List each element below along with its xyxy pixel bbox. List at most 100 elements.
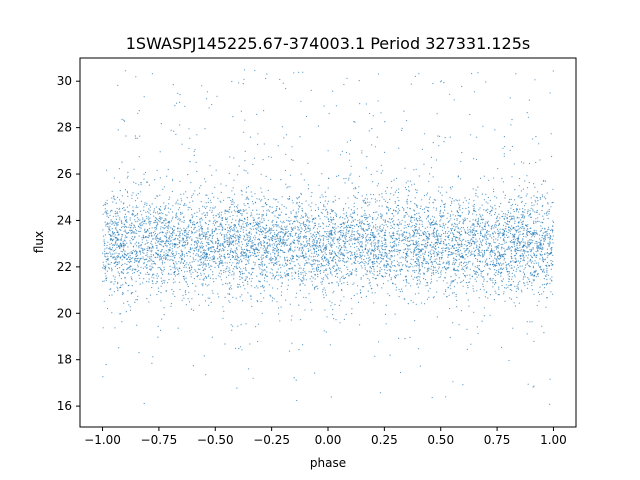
data-point <box>313 270 315 273</box>
data-point <box>230 249 232 252</box>
data-point <box>245 198 247 200</box>
data-point <box>107 255 109 257</box>
data-point <box>453 218 456 220</box>
data-point <box>487 247 489 249</box>
data-point <box>544 213 546 215</box>
data-point <box>143 206 145 208</box>
data-point <box>383 256 385 258</box>
data-point <box>546 192 548 194</box>
data-point <box>290 226 292 229</box>
data-point <box>134 260 136 262</box>
data-point <box>209 251 212 253</box>
data-point <box>165 214 167 216</box>
data-point <box>516 209 518 211</box>
data-point <box>440 209 442 211</box>
data-point <box>277 233 279 235</box>
data-point <box>239 218 241 220</box>
data-point <box>160 292 162 294</box>
data-point <box>417 263 419 265</box>
data-point <box>329 236 331 238</box>
data-point <box>136 324 138 326</box>
data-point <box>258 198 260 200</box>
data-point <box>318 266 320 269</box>
data-point <box>163 251 165 253</box>
data-point <box>393 269 395 272</box>
data-point <box>388 218 391 220</box>
data-point <box>376 170 378 172</box>
data-point <box>546 262 549 264</box>
data-point <box>297 198 299 200</box>
data-point <box>350 173 352 175</box>
data-point <box>514 276 516 278</box>
data-point <box>254 193 256 195</box>
data-point <box>368 237 370 239</box>
data-point <box>126 232 128 234</box>
data-point <box>361 235 363 238</box>
data-point <box>138 352 140 354</box>
data-point <box>230 258 232 261</box>
data-point <box>304 235 306 237</box>
data-point <box>542 258 544 260</box>
data-point <box>177 327 179 329</box>
data-point <box>376 246 379 248</box>
data-point <box>310 89 312 91</box>
data-point <box>104 234 106 236</box>
data-point <box>501 228 503 230</box>
data-point <box>138 230 140 233</box>
data-point <box>481 320 483 322</box>
data-point <box>168 203 170 205</box>
data-point <box>318 233 320 235</box>
data-point <box>219 260 222 262</box>
data-point <box>208 243 210 245</box>
data-point <box>389 269 391 271</box>
data-point <box>419 269 422 271</box>
data-point <box>328 234 330 236</box>
data-point <box>256 229 258 231</box>
data-point <box>148 212 150 214</box>
data-point <box>507 231 509 234</box>
data-point <box>524 216 526 218</box>
data-point <box>117 231 119 234</box>
data-point <box>119 199 121 201</box>
data-point <box>183 266 185 268</box>
data-point <box>207 201 209 203</box>
data-point <box>488 242 490 244</box>
data-point <box>540 265 542 267</box>
data-point <box>526 333 528 335</box>
data-point <box>367 277 369 280</box>
data-point <box>472 264 474 266</box>
data-point <box>321 251 323 253</box>
data-point <box>138 274 140 276</box>
data-point <box>363 214 365 216</box>
data-point <box>254 239 256 241</box>
data-point <box>368 225 370 227</box>
data-point <box>275 249 277 251</box>
data-point <box>519 243 521 245</box>
data-point <box>183 277 185 280</box>
data-point <box>542 232 544 234</box>
data-point <box>405 188 407 191</box>
data-point <box>454 228 456 230</box>
data-point <box>161 261 163 264</box>
data-point <box>147 246 149 248</box>
data-point <box>497 239 499 241</box>
data-point <box>281 126 283 128</box>
data-point <box>168 240 170 242</box>
data-point <box>388 275 390 277</box>
data-point <box>244 218 246 220</box>
data-point <box>339 232 341 234</box>
data-point <box>526 175 528 177</box>
data-point <box>229 243 231 245</box>
data-point <box>508 275 510 278</box>
data-point <box>503 155 505 157</box>
data-point <box>504 215 506 217</box>
data-point <box>383 198 385 200</box>
data-point <box>246 276 248 278</box>
data-point <box>143 262 145 264</box>
data-point <box>494 129 496 131</box>
data-point <box>200 272 202 274</box>
data-point <box>158 232 160 234</box>
data-point <box>316 231 318 233</box>
data-point <box>286 231 288 233</box>
data-point <box>134 301 136 303</box>
